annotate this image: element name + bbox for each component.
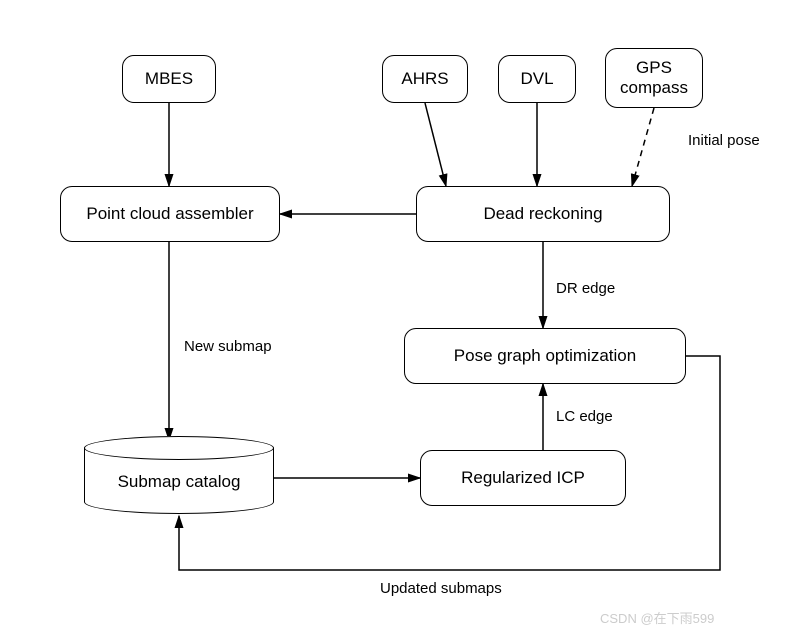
node-dvl: DVL [498,55,576,103]
node-pca-label: Point cloud assembler [86,204,253,224]
label-updated-submaps: Updated submaps [380,580,502,597]
node-dvl-label: DVL [520,69,553,89]
edge-ahrs-to-dr [425,103,446,186]
node-catalog: Submap catalog [84,436,274,514]
node-gps-label: GPS compass [610,58,698,98]
watermark: CSDN @在下雨599 [600,608,714,627]
node-catalog-label: Submap catalog [84,472,274,492]
label-dr-edge: DR edge [556,280,615,297]
label-lc-edge: LC edge [556,408,613,425]
node-gps: GPS compass [605,48,703,108]
node-pgo: Pose graph optimization [404,328,686,384]
node-ahrs-label: AHRS [401,69,448,89]
node-ricp-label: Regularized ICP [461,468,585,488]
node-ahrs: AHRS [382,55,468,103]
node-dr: Dead reckoning [416,186,670,242]
node-pgo-label: Pose graph optimization [454,346,636,366]
node-ricp: Regularized ICP [420,450,626,506]
node-mbes: MBES [122,55,216,103]
node-pca: Point cloud assembler [60,186,280,242]
edge-gps-to-dr [632,108,654,186]
node-dr-label: Dead reckoning [483,204,602,224]
label-new-submap: New submap [184,338,272,355]
cylinder-top [84,436,274,460]
label-initial-pose: Initial pose [688,132,760,149]
node-mbes-label: MBES [145,69,193,89]
